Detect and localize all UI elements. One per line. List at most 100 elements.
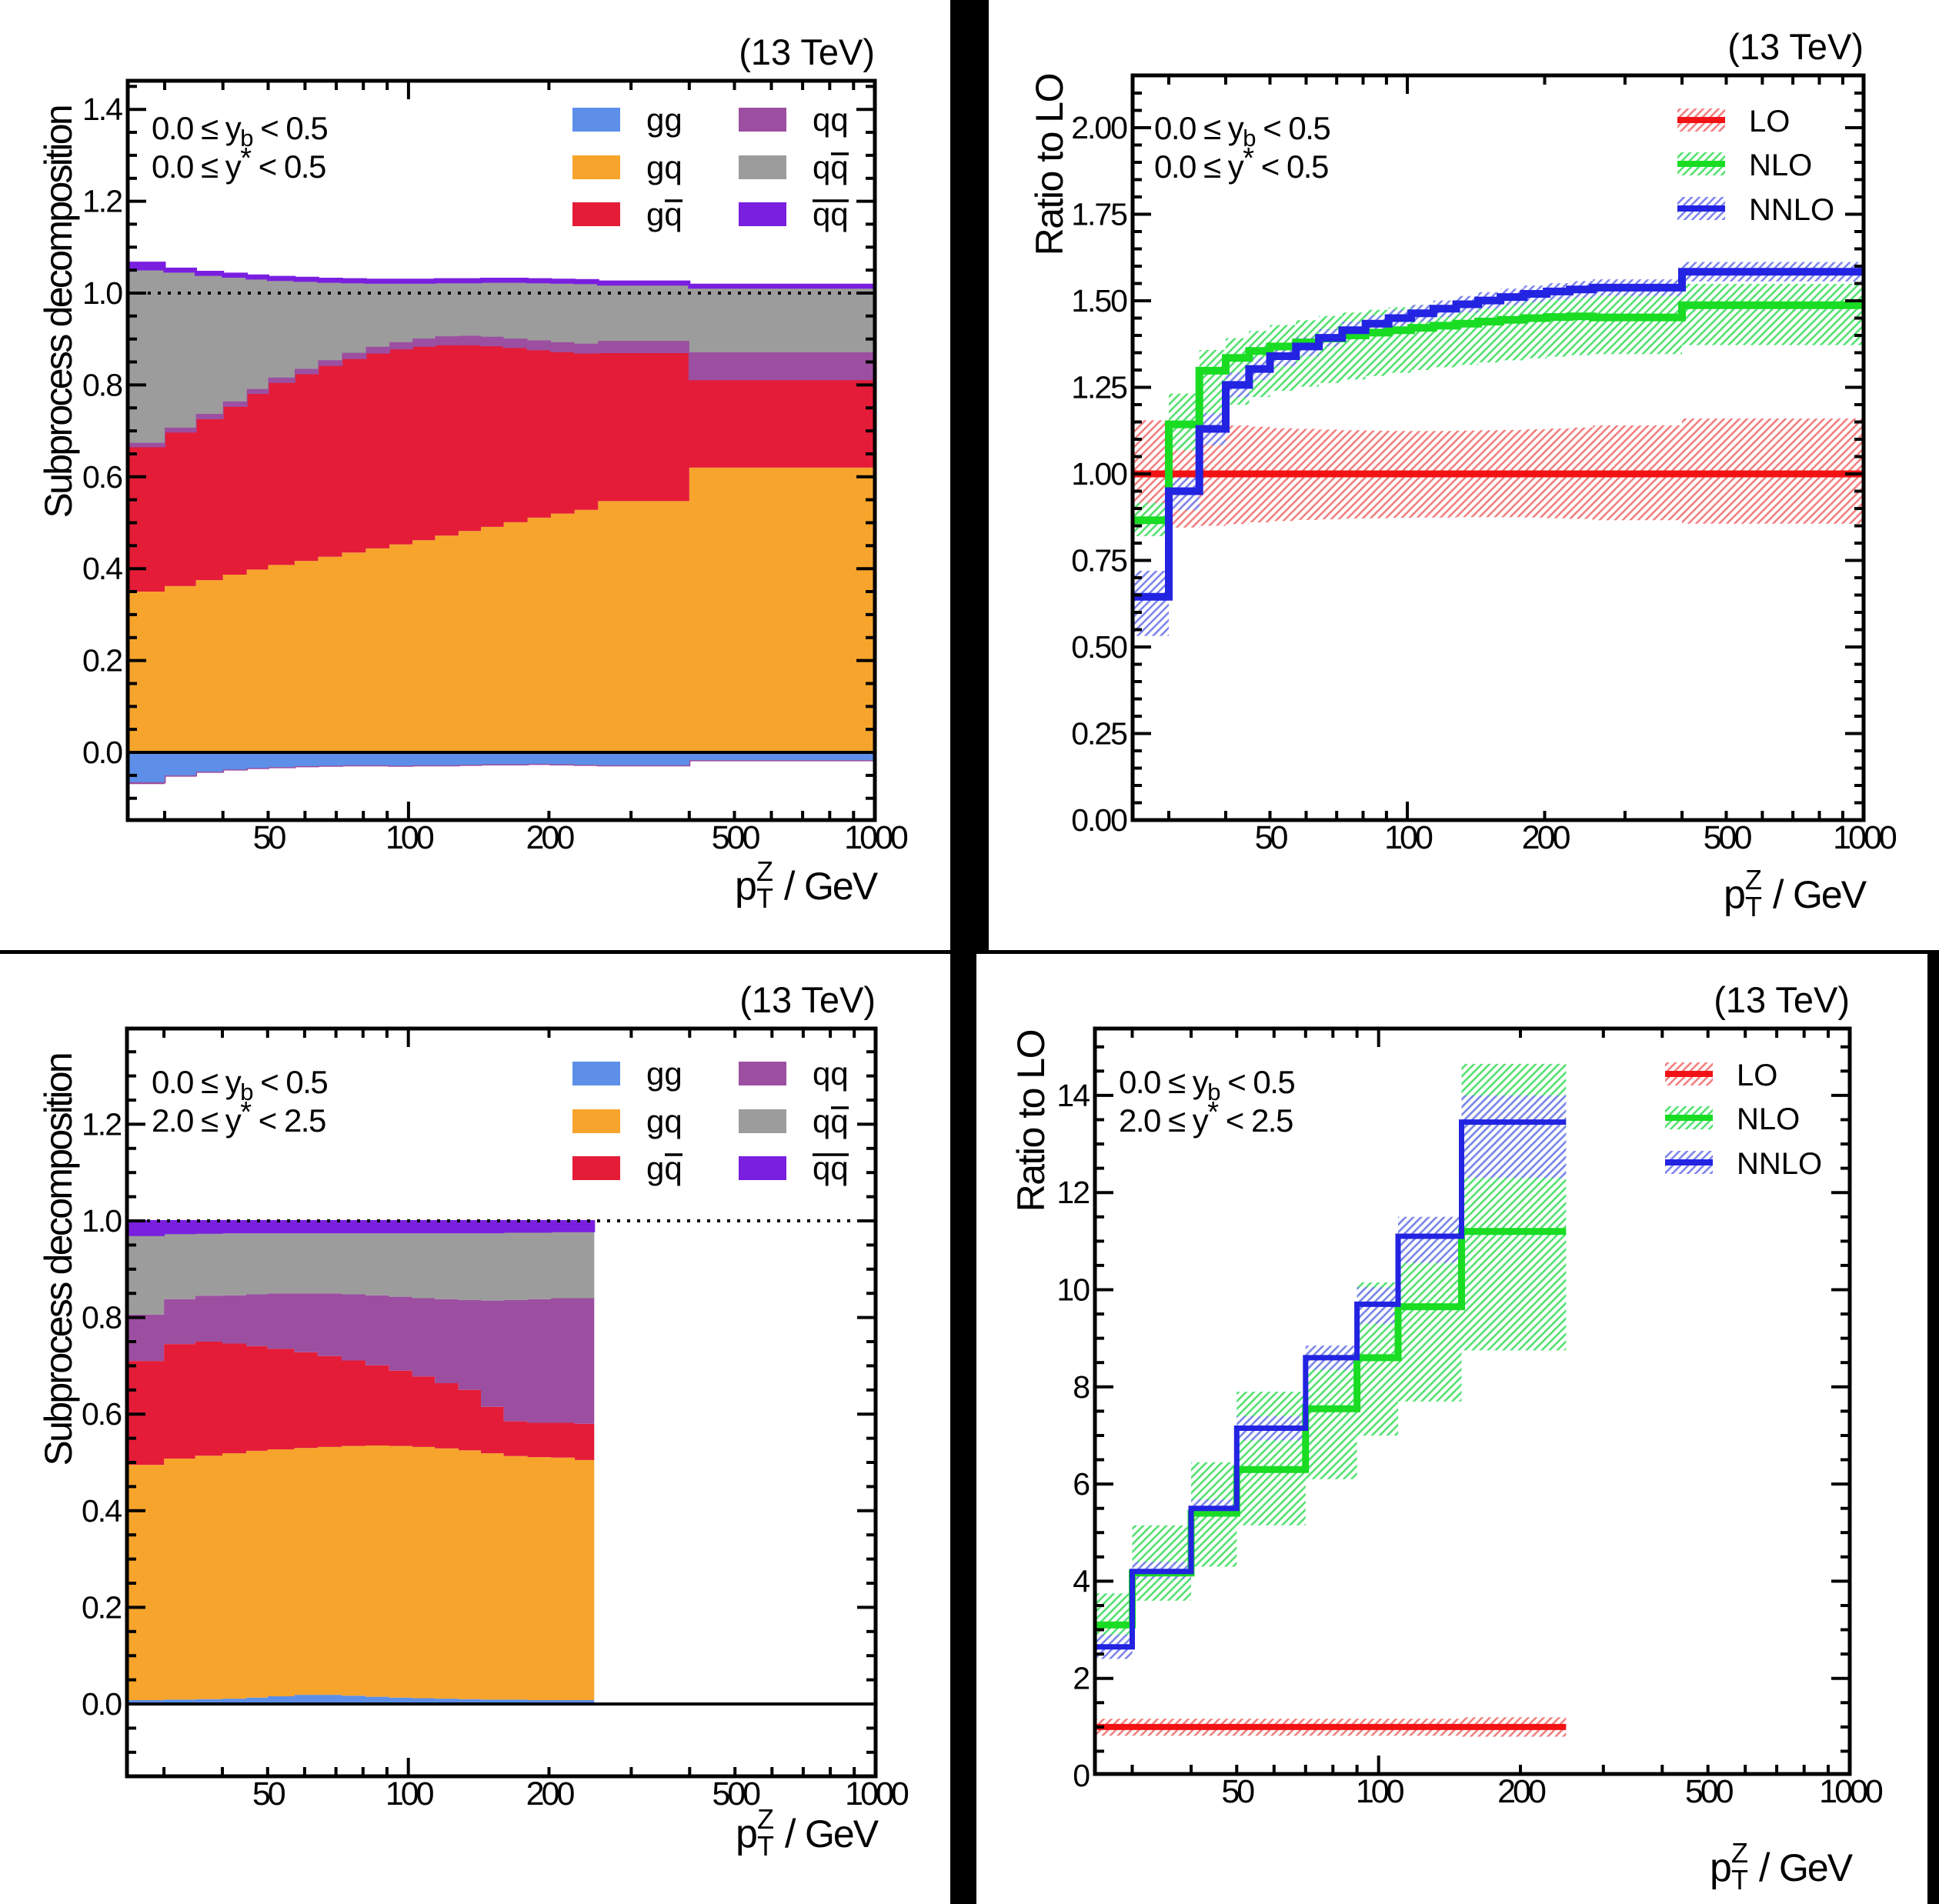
svg-text:4: 4: [1073, 1563, 1090, 1599]
svg-text:gg: gg: [646, 102, 682, 138]
svg-text:NLO: NLO: [1749, 148, 1812, 182]
svg-text:500: 500: [712, 1776, 760, 1812]
svg-text:50: 50: [253, 819, 286, 856]
svg-text:qq: qq: [813, 196, 849, 232]
svg-text:500: 500: [712, 819, 760, 856]
svg-text:0.2: 0.2: [82, 1589, 121, 1625]
svg-text:1000: 1000: [1819, 1773, 1883, 1810]
svg-text:NNLO: NNLO: [1749, 193, 1834, 227]
svg-text:Z: Z: [757, 1803, 774, 1835]
svg-text:p: p: [1710, 1846, 1732, 1890]
svg-text:1.25: 1.25: [1071, 370, 1127, 405]
svg-text:12: 12: [1056, 1175, 1089, 1210]
svg-text:0.6: 0.6: [82, 459, 122, 495]
svg-text:0: 0: [1073, 1758, 1090, 1793]
svg-text:LO: LO: [1737, 1059, 1777, 1092]
svg-text:0.6: 0.6: [82, 1396, 121, 1432]
svg-text:50: 50: [252, 1776, 285, 1812]
svg-text:T: T: [756, 882, 773, 914]
svg-text:gg: gg: [646, 1055, 682, 1092]
svg-text:0.0 ≤ y* < 0.5: 0.0 ≤ y* < 0.5: [152, 142, 325, 185]
svg-text:/: /: [1759, 1846, 1770, 1890]
svg-text:GeV: GeV: [804, 865, 879, 908]
svg-text:LO: LO: [1749, 105, 1790, 138]
svg-text:0.0 ≤ yb < 0.5: 0.0 ≤ yb < 0.5: [1119, 1064, 1294, 1105]
svg-text:gq: gq: [646, 1150, 682, 1186]
svg-text:0.0: 0.0: [82, 1686, 122, 1722]
svg-text:qq: qq: [813, 149, 849, 185]
svg-text:1000: 1000: [1833, 819, 1897, 856]
svg-text:Z: Z: [1731, 1837, 1748, 1869]
svg-text:0.2: 0.2: [82, 643, 122, 679]
svg-text:1.4: 1.4: [82, 92, 122, 127]
svg-text:T: T: [1731, 1864, 1748, 1896]
svg-text:Ratio to LO: Ratio to LO: [1028, 74, 1071, 255]
svg-text:gq: gq: [646, 196, 682, 232]
svg-text:50: 50: [1255, 819, 1288, 856]
svg-text:T: T: [757, 1830, 774, 1862]
svg-text:GeV: GeV: [1793, 873, 1867, 916]
svg-text:6: 6: [1073, 1466, 1089, 1502]
svg-text:qq: qq: [813, 1150, 849, 1186]
svg-text:0.8: 0.8: [82, 1300, 122, 1335]
svg-text:qq: qq: [813, 102, 849, 138]
svg-text:100: 100: [1356, 1773, 1404, 1810]
svg-text:200: 200: [1497, 1773, 1546, 1810]
svg-text:1.0: 1.0: [82, 1203, 122, 1239]
svg-text:1.75: 1.75: [1071, 197, 1127, 232]
svg-text:1.00: 1.00: [1071, 456, 1127, 492]
svg-text:Subprocess decomposition: Subprocess decomposition: [37, 1054, 80, 1466]
svg-text:0.0 ≤ yb < 0.5: 0.0 ≤ yb < 0.5: [152, 1064, 327, 1105]
svg-text:0.75: 0.75: [1071, 543, 1127, 579]
svg-text:50: 50: [1221, 1773, 1254, 1810]
svg-text:0.0 ≤ yb < 0.5: 0.0 ≤ yb < 0.5: [152, 110, 327, 152]
svg-text:T: T: [1745, 891, 1762, 922]
svg-text:200: 200: [526, 1776, 575, 1812]
svg-text:0.8: 0.8: [82, 367, 122, 402]
svg-text:GeV: GeV: [805, 1812, 879, 1856]
svg-text:p: p: [735, 864, 757, 909]
svg-text:500: 500: [1704, 819, 1752, 856]
svg-text:/: /: [1773, 872, 1784, 917]
svg-text:Z: Z: [756, 855, 773, 887]
svg-text:100: 100: [1384, 819, 1433, 856]
svg-text:200: 200: [526, 819, 575, 856]
svg-text:100: 100: [385, 819, 434, 856]
svg-text:0.4: 0.4: [82, 551, 122, 586]
svg-text:(13 TeV): (13 TeV): [1727, 26, 1864, 67]
svg-text:/: /: [785, 1812, 796, 1856]
svg-text:100: 100: [385, 1776, 434, 1812]
svg-text:(13 TeV): (13 TeV): [1714, 979, 1850, 1020]
svg-text:(13 TeV): (13 TeV): [739, 979, 876, 1020]
svg-text:/: /: [784, 864, 796, 909]
svg-text:gq: gq: [646, 1103, 682, 1139]
svg-text:0.0 ≤ yb < 0.5: 0.0 ≤ yb < 0.5: [1154, 110, 1330, 152]
svg-text:Z: Z: [1745, 864, 1762, 895]
svg-text:8: 8: [1073, 1369, 1090, 1405]
svg-text:2: 2: [1073, 1661, 1089, 1696]
svg-text:1000: 1000: [844, 819, 908, 856]
svg-text:14: 14: [1056, 1078, 1090, 1113]
svg-text:GeV: GeV: [1779, 1846, 1854, 1889]
svg-text:0.4: 0.4: [82, 1493, 122, 1529]
svg-text:0.50: 0.50: [1071, 629, 1127, 665]
svg-text:p: p: [736, 1812, 758, 1856]
svg-text:1.2: 1.2: [82, 184, 122, 219]
svg-text:1.50: 1.50: [1071, 283, 1127, 318]
svg-text:NLO: NLO: [1737, 1102, 1800, 1136]
svg-text:p: p: [1724, 872, 1746, 917]
svg-text:2.0 ≤ y* < 2.5: 2.0 ≤ y* < 2.5: [152, 1096, 325, 1139]
svg-text:1.0: 1.0: [82, 275, 122, 311]
svg-text:500: 500: [1685, 1773, 1734, 1810]
svg-text:(13 TeV): (13 TeV): [739, 32, 875, 72]
svg-text:NNLO: NNLO: [1737, 1147, 1822, 1181]
svg-text:qq: qq: [813, 1055, 849, 1092]
svg-text:2.00: 2.00: [1071, 110, 1127, 145]
svg-text:0.0 ≤ y* < 0.5: 0.0 ≤ y* < 0.5: [1154, 142, 1328, 185]
svg-text:200: 200: [1522, 819, 1570, 856]
svg-text:10: 10: [1056, 1272, 1090, 1308]
svg-text:Subprocess decomposition: Subprocess decomposition: [37, 106, 80, 519]
svg-text:0.25: 0.25: [1071, 716, 1127, 752]
svg-text:1000: 1000: [845, 1776, 909, 1812]
svg-text:2.0 ≤ y* < 2.5: 2.0 ≤ y* < 2.5: [1119, 1096, 1293, 1139]
